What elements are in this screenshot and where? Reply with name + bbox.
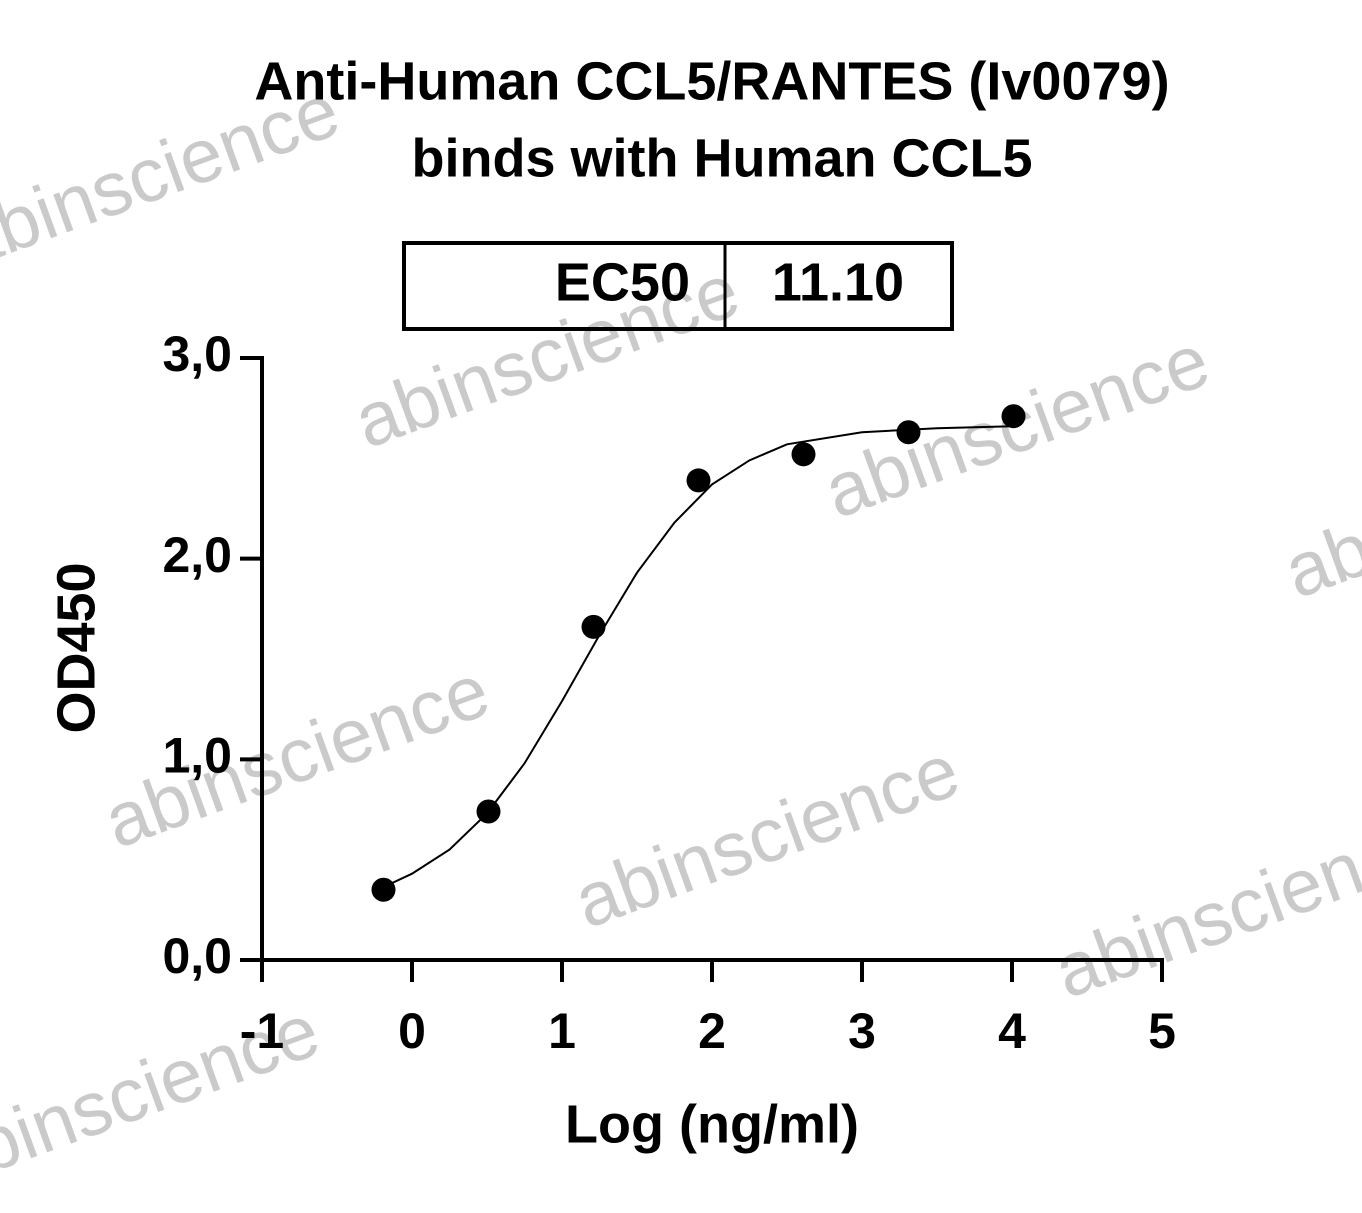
data-point bbox=[686, 468, 711, 493]
y-axis-label: OD450 bbox=[46, 562, 106, 733]
x-tick-label: 5 bbox=[1148, 1003, 1176, 1059]
x-tick-label: -1 bbox=[240, 1003, 284, 1059]
data-point bbox=[476, 799, 501, 824]
x-axis-label: Log (ng/ml) bbox=[565, 1094, 859, 1154]
x-tick-label: 4 bbox=[998, 1003, 1026, 1059]
y-tick-label: 1,0 bbox=[162, 728, 232, 784]
y-tick-label: 3,0 bbox=[162, 326, 232, 382]
data-point bbox=[371, 877, 396, 902]
fit-curve bbox=[381, 425, 1013, 889]
chart-title: binds with Human CCL5 bbox=[412, 128, 1033, 188]
chart-title: Anti-Human CCL5/RANTES (Iv0079) bbox=[254, 51, 1169, 111]
watermark: abinscience bbox=[564, 728, 970, 945]
data-point bbox=[896, 420, 921, 445]
x-tick-label: 0 bbox=[398, 1003, 426, 1059]
x-tick-label: 3 bbox=[848, 1003, 876, 1059]
x-tick-label: 1 bbox=[548, 1003, 576, 1059]
watermark: abinscience bbox=[1274, 398, 1362, 615]
data-point bbox=[581, 614, 606, 639]
watermark: abinscience bbox=[1044, 798, 1362, 1015]
y-tick-label: 2,0 bbox=[162, 527, 232, 583]
watermark: abinscience bbox=[94, 648, 500, 865]
ec50-box bbox=[402, 241, 954, 331]
y-tick-label: 0,0 bbox=[162, 928, 232, 984]
ec50-label: EC50 bbox=[555, 252, 690, 312]
data-point bbox=[791, 442, 816, 467]
x-tick-label: 2 bbox=[698, 1003, 726, 1059]
data-point bbox=[1001, 404, 1026, 429]
ec50-value: 11.10 bbox=[772, 252, 904, 312]
